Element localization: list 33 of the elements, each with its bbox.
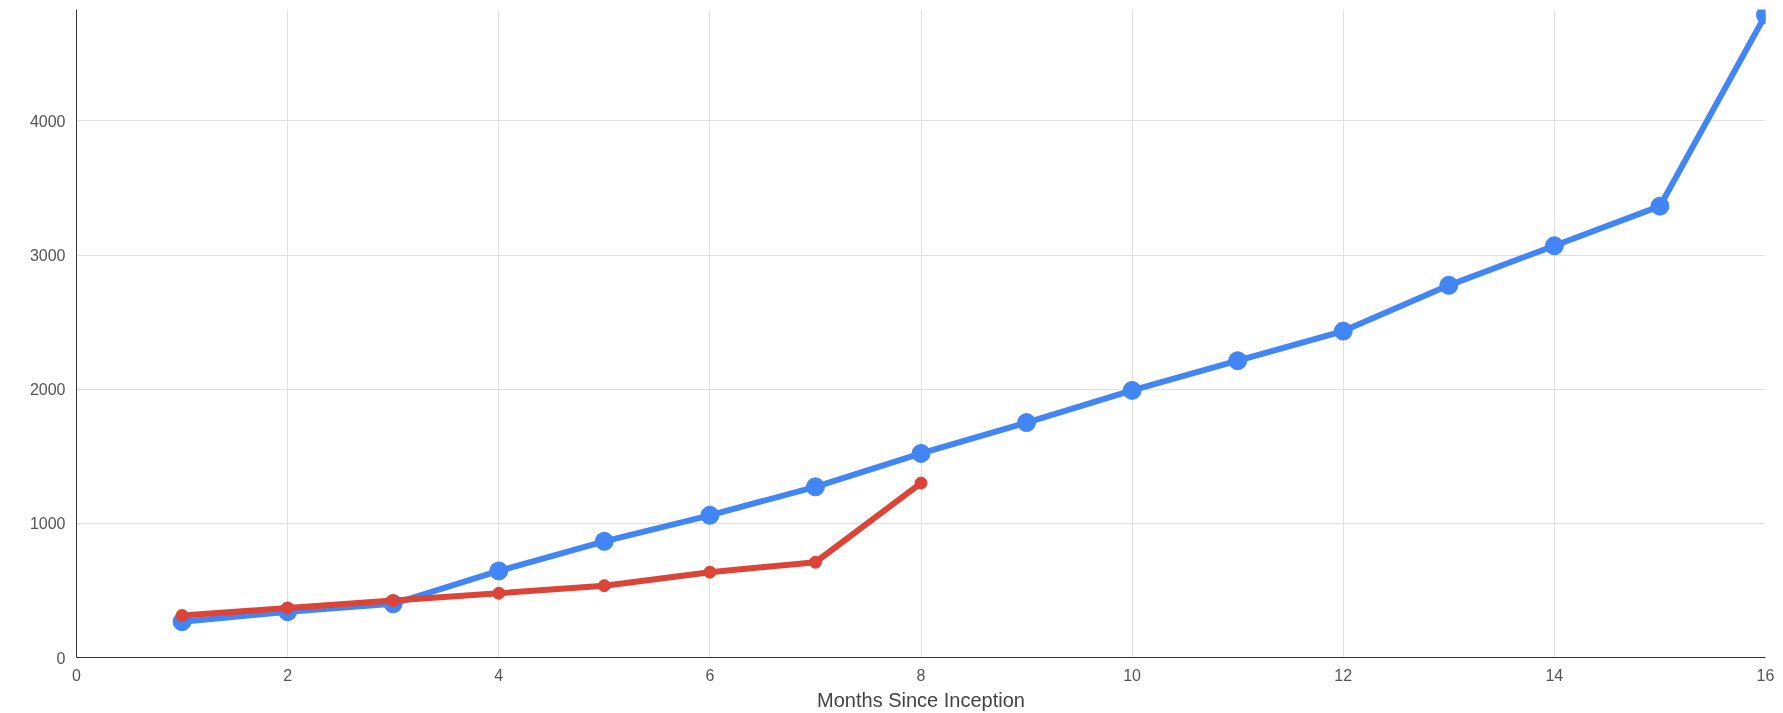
x-tick-label: 0 bbox=[72, 666, 82, 684]
x-tick-label: 8 bbox=[916, 666, 926, 684]
y-tick-label: 2000 bbox=[29, 381, 66, 399]
x-tick-label: 6 bbox=[705, 666, 715, 684]
x-tick-label: 14 bbox=[1545, 666, 1564, 684]
x-tick-label: 2 bbox=[283, 666, 293, 684]
point bbox=[1122, 380, 1142, 400]
point bbox=[1333, 321, 1353, 341]
x-tick-label: 12 bbox=[1334, 666, 1353, 684]
y-tick-label: 3000 bbox=[29, 247, 66, 265]
x-tick-label: 10 bbox=[1123, 666, 1142, 684]
y-tick-label: 1000 bbox=[29, 515, 66, 533]
y-tick-label: 4000 bbox=[29, 112, 66, 130]
y-tick-label: 0 bbox=[56, 649, 66, 667]
point bbox=[808, 555, 822, 569]
x-tick-label: 16 bbox=[1756, 666, 1775, 684]
point bbox=[911, 443, 931, 463]
point bbox=[700, 505, 720, 525]
point bbox=[1017, 413, 1037, 433]
x-tick-label: 4 bbox=[494, 666, 504, 684]
point bbox=[703, 565, 717, 579]
point bbox=[1544, 236, 1564, 256]
point bbox=[914, 476, 928, 490]
point bbox=[1228, 351, 1248, 371]
point bbox=[489, 561, 509, 581]
point bbox=[594, 531, 614, 551]
point bbox=[1439, 275, 1459, 295]
point bbox=[492, 586, 506, 600]
point bbox=[175, 609, 189, 622]
point bbox=[805, 477, 825, 497]
point bbox=[597, 579, 611, 593]
point bbox=[1650, 196, 1670, 216]
x-axis-title: Months Since Inception bbox=[817, 688, 1025, 711]
